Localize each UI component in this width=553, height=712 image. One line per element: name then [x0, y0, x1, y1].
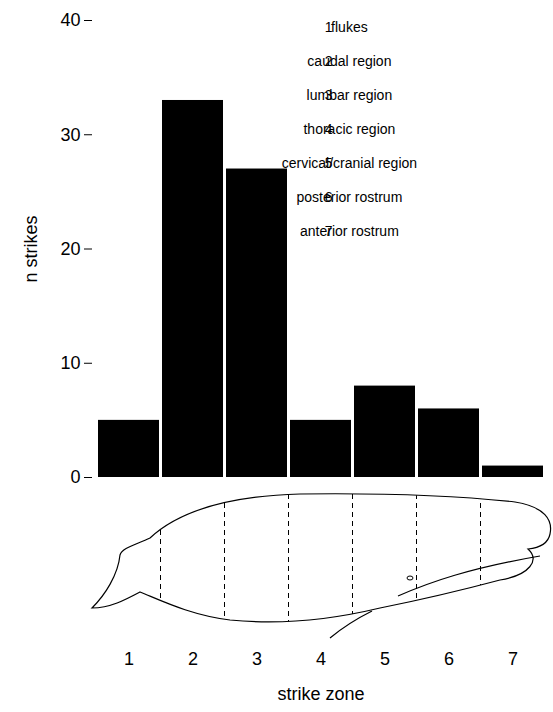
svg-text:cervical/cranial region: cervical/cranial region — [282, 155, 417, 171]
svg-text:40: 40 — [60, 10, 80, 30]
svg-text:10: 10 — [60, 353, 80, 373]
svg-text:20: 20 — [60, 239, 80, 259]
svg-text:flukes: flukes — [331, 19, 368, 35]
svg-text:5: 5 — [380, 649, 390, 669]
svg-text:6: 6 — [444, 649, 454, 669]
svg-text:lumbar region: lumbar region — [307, 87, 393, 103]
svg-text:4: 4 — [316, 649, 326, 669]
svg-text:7: 7 — [508, 649, 518, 669]
svg-text:30: 30 — [60, 125, 80, 145]
svg-text:3: 3 — [252, 649, 262, 669]
svg-text:2: 2 — [188, 649, 198, 669]
svg-text:caudal region: caudal region — [307, 53, 391, 69]
svg-text:0: 0 — [70, 467, 80, 487]
svg-text:1: 1 — [324, 19, 333, 35]
svg-text:n strikes: n strikes — [21, 215, 41, 282]
svg-text:strike zone: strike zone — [277, 684, 364, 704]
svg-text:posterior rostrum: posterior rostrum — [296, 189, 402, 205]
svg-text:thoracic region: thoracic region — [303, 121, 395, 137]
svg-text:1: 1 — [124, 649, 134, 669]
svg-text:anterior rostrum: anterior rostrum — [300, 223, 399, 239]
